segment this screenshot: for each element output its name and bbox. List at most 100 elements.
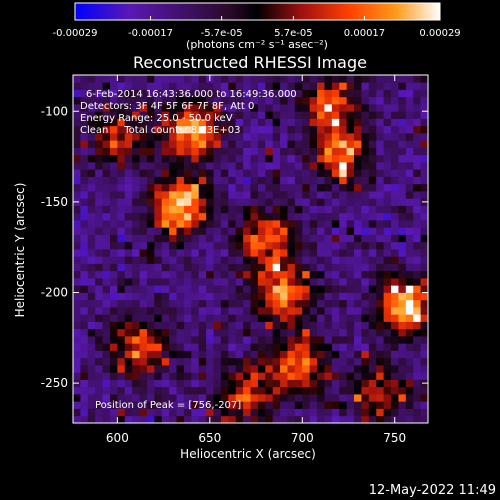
heatmap-cell <box>420 191 428 199</box>
heatmap-cell <box>354 292 362 301</box>
heatmap-cell <box>339 75 348 83</box>
heatmap-cell <box>376 292 385 301</box>
heatmap-cell <box>161 220 170 228</box>
heatmap-cell <box>102 336 111 344</box>
heatmap-cell <box>146 263 155 272</box>
heatmap-cell <box>117 118 126 127</box>
heatmap-cell <box>169 357 177 366</box>
heatmap-cell <box>109 249 118 257</box>
heatmap-cell <box>95 82 103 90</box>
heatmap-cell <box>398 162 407 170</box>
heatmap-cell <box>191 140 200 148</box>
heatmap-cell <box>198 82 207 90</box>
heatmap-cell <box>146 270 155 279</box>
heatmap-cell <box>87 169 96 177</box>
heatmap-cell <box>161 328 170 337</box>
heatmap-cell <box>331 307 340 315</box>
heatmap-cell <box>206 401 214 409</box>
heatmap-cell <box>324 234 333 243</box>
heatmap-cell <box>102 278 111 286</box>
heatmap-cell <box>183 256 192 264</box>
heatmap-cell <box>331 365 340 373</box>
heatmap-cell <box>132 198 140 206</box>
heatmap-cell <box>331 343 340 351</box>
heatmap-cell <box>391 205 399 214</box>
heatmap-cell <box>220 307 229 315</box>
heatmap-cell <box>383 183 392 192</box>
x-tick-label: 700 <box>291 431 314 445</box>
heatmap-cell <box>383 241 392 250</box>
heatmap-cell <box>272 205 281 214</box>
heatmap-cell <box>331 415 340 423</box>
heatmap-cell <box>339 365 348 373</box>
heatmap-cell <box>235 241 244 250</box>
heatmap-cell <box>183 96 192 105</box>
heatmap-cell <box>154 89 163 98</box>
heatmap-cell <box>132 220 140 228</box>
heatmap-cell <box>272 314 281 322</box>
heatmap-cell <box>354 96 362 105</box>
heatmap-cell <box>154 379 163 388</box>
heatmap-cell <box>243 336 251 344</box>
heatmap-cell <box>109 307 118 315</box>
heatmap-cell <box>361 372 370 380</box>
heatmap-cell <box>243 386 251 395</box>
heatmap-cell <box>361 386 370 395</box>
heatmap-cell <box>146 176 155 185</box>
heatmap-cell <box>331 125 340 134</box>
heatmap-cell <box>243 118 251 127</box>
heatmap-cell <box>346 394 355 402</box>
heatmap-cell <box>220 154 229 163</box>
heatmap-cell <box>220 394 229 402</box>
heatmap-cell <box>383 220 392 228</box>
heatmap-cell <box>368 292 377 301</box>
heatmap-cell <box>73 394 81 402</box>
heatmap-cell <box>169 372 177 380</box>
heatmap-cell <box>346 82 355 90</box>
heatmap-cell <box>87 162 96 170</box>
heatmap-cell <box>331 169 340 177</box>
heatmap-cell <box>405 314 414 322</box>
heatmap-cell <box>317 133 325 141</box>
heatmap-cell <box>176 234 185 243</box>
heatmap-cell <box>265 249 274 257</box>
heatmap-cell <box>287 176 296 185</box>
heatmap-cell <box>87 234 96 243</box>
heatmap-cell <box>102 408 111 417</box>
heatmap-cell <box>213 205 222 214</box>
heatmap-cell <box>183 350 192 359</box>
heatmap-cell <box>176 365 185 373</box>
heatmap-cell <box>220 198 229 206</box>
heatmap-cell <box>102 198 111 206</box>
heatmap-cell <box>383 386 392 395</box>
heatmap-cell <box>154 227 163 235</box>
heatmap-cell <box>324 365 333 373</box>
heatmap-cell <box>191 205 200 214</box>
heatmap-cell <box>73 350 81 359</box>
heatmap-cell <box>95 125 103 134</box>
heatmap-cell <box>87 379 96 388</box>
heatmap-cell <box>220 336 229 344</box>
heatmap-cell <box>280 379 288 388</box>
heatmap-cell <box>413 343 422 351</box>
heatmap-cell <box>309 205 318 214</box>
heatmap-cell <box>398 82 407 90</box>
heatmap-cell <box>361 205 370 214</box>
heatmap-cell <box>117 169 126 177</box>
heatmap-cell <box>339 82 348 90</box>
heatmap-cell <box>206 234 214 243</box>
heatmap-cell <box>139 285 148 293</box>
heatmap-cell <box>124 249 133 257</box>
heatmap-cell <box>95 285 103 293</box>
heatmap-cell <box>154 350 163 359</box>
heatmap-cell <box>368 350 377 359</box>
heatmap-cell <box>420 118 428 127</box>
heatmap-cell <box>280 125 288 134</box>
heatmap-cell <box>361 140 370 148</box>
heatmap-cell <box>361 314 370 322</box>
heatmap-cell <box>287 394 296 402</box>
heatmap-cell <box>139 198 148 206</box>
heatmap-cell <box>228 292 237 301</box>
heatmap-cell <box>176 415 185 423</box>
heatmap-cell <box>183 104 192 112</box>
